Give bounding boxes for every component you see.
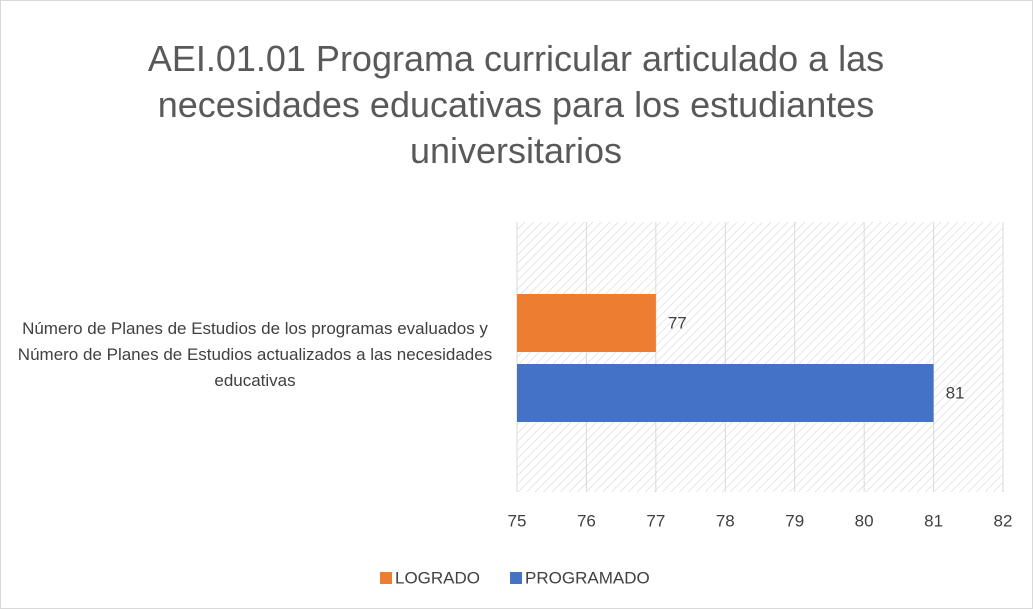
plot-area <box>517 222 1003 492</box>
legend-label: PROGRAMADO <box>525 568 650 587</box>
data-label: 77 <box>668 313 687 332</box>
x-tick-label: 75 <box>508 511 527 530</box>
legend-swatch <box>510 572 523 584</box>
x-tick-label: 81 <box>924 511 943 530</box>
category-label: Número de Planes de Estudios de los prog… <box>17 319 493 390</box>
x-tick-label: 77 <box>646 511 665 530</box>
x-tick-label: 79 <box>785 511 804 530</box>
legend-swatch <box>380 572 392 584</box>
x-tick-label: 76 <box>577 511 596 530</box>
x-tick-label: 80 <box>855 511 874 530</box>
data-label: 81 <box>946 383 965 402</box>
legend-label: LOGRADO <box>395 568 480 587</box>
bar <box>517 294 656 352</box>
x-tick-label: 78 <box>716 511 735 530</box>
x-tick-label: 82 <box>994 511 1013 530</box>
bar <box>517 364 934 422</box>
chart-title: AEI.01.01 Programa curricular articulado… <box>147 38 885 171</box>
